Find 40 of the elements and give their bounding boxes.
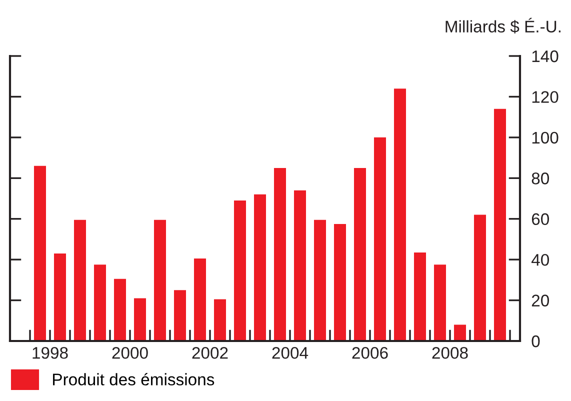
bar <box>274 168 286 341</box>
bar <box>54 253 66 341</box>
x-tick-label: 1998 <box>32 346 68 359</box>
bar <box>294 190 306 341</box>
x-tick-label: 2000 <box>112 346 148 359</box>
bar <box>454 324 466 341</box>
bar <box>194 258 206 341</box>
bar <box>214 299 226 341</box>
bar <box>414 252 426 341</box>
bar <box>314 220 326 341</box>
bar <box>34 166 46 341</box>
y-tick-label: 140 <box>532 50 558 62</box>
x-tick-label: 2008 <box>432 346 468 359</box>
bar <box>234 200 246 341</box>
y-tick-label: 100 <box>532 132 558 144</box>
x-tick-label: 2004 <box>272 346 308 359</box>
bar <box>334 224 346 341</box>
y-tick-label: 60 <box>532 213 549 226</box>
bar <box>354 168 366 341</box>
bar <box>74 220 86 341</box>
y-tick-label: 120 <box>532 91 558 103</box>
bar <box>114 278 126 341</box>
y-tick-label: 20 <box>532 294 549 306</box>
bar <box>154 220 166 341</box>
y-tick-label: 0 <box>532 335 540 348</box>
y-tick-label: 80 <box>532 172 549 184</box>
bar <box>94 264 106 341</box>
bar <box>134 298 146 341</box>
bar <box>474 214 486 341</box>
bar <box>434 264 446 341</box>
bar <box>494 108 506 341</box>
legend-label: Produit des émissions <box>53 372 214 386</box>
bar <box>374 137 386 341</box>
y-tick-label: 40 <box>531 254 549 266</box>
bar <box>174 290 186 341</box>
y-axis-title: Milliards $ É.-U. <box>446 18 560 34</box>
x-tick-label: 2002 <box>192 346 228 359</box>
bar <box>394 88 406 341</box>
bar <box>254 194 266 341</box>
x-tick-label: 2006 <box>352 346 388 359</box>
